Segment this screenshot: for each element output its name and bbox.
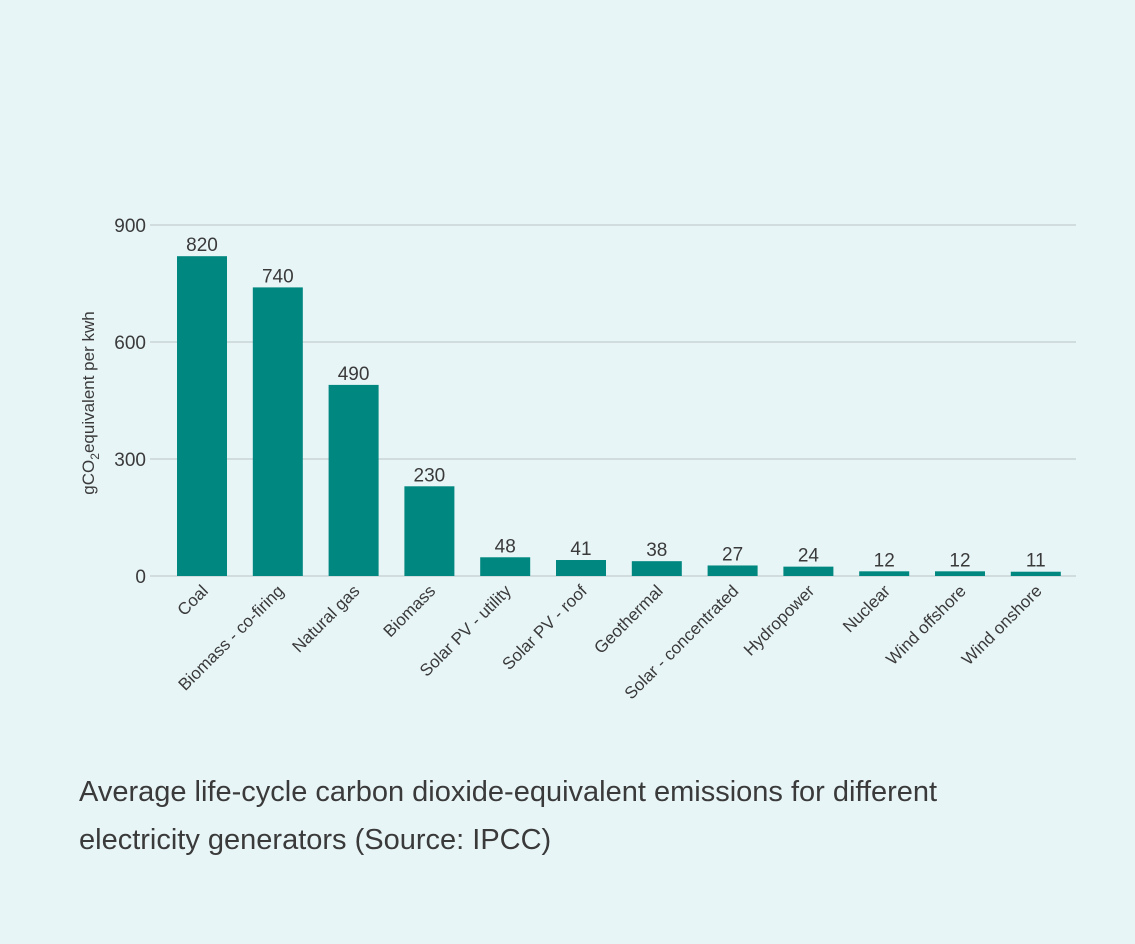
x-tick-label: Nuclear — [839, 581, 894, 636]
x-tick-label: Natural gas — [289, 581, 364, 656]
y-tick-label: 0 — [135, 567, 146, 588]
bar — [556, 560, 606, 576]
data-label: 24 — [798, 546, 820, 567]
y-tick-label: 600 — [114, 333, 146, 354]
x-tick-label: Coal — [174, 581, 212, 619]
y-tick-label: 300 — [114, 450, 146, 471]
y-axis-ticks: 0 300 600 900 — [114, 216, 146, 588]
data-label: 11 — [1026, 551, 1046, 572]
bar — [252, 287, 303, 576]
y-axis-title-prefix: gCO — [79, 460, 98, 495]
y-tick-label: 900 — [114, 216, 146, 237]
x-tick-label: Wind offshore — [882, 581, 969, 668]
bar — [1010, 571, 1061, 576]
bar — [631, 561, 682, 576]
bar — [404, 486, 455, 576]
data-label: 740 — [262, 266, 294, 287]
y-axis-title-suffix: equivalent per kwh — [79, 311, 98, 453]
data-label: 27 — [722, 544, 743, 565]
data-labels: 820 740 490 230 48 41 38 27 24 12 12 11 — [186, 235, 1046, 572]
bar — [480, 557, 531, 576]
data-label: 48 — [495, 536, 516, 557]
chart-caption: Average life-cycle carbon dioxide-equiva… — [79, 776, 938, 856]
y-axis-title-subscript: 2 — [88, 453, 102, 460]
bar — [783, 566, 834, 576]
bar — [935, 571, 985, 576]
x-tick-label: Wind onshore — [958, 581, 1046, 669]
gridlines — [150, 224, 1076, 577]
data-label: 41 — [570, 539, 591, 560]
bars — [177, 256, 1061, 576]
x-tick-label: Biomass — [380, 581, 440, 641]
bar — [328, 384, 379, 576]
data-label: 12 — [874, 550, 895, 571]
bar — [707, 565, 758, 576]
data-label: 38 — [646, 540, 667, 561]
x-tick-label: Geothermal — [590, 581, 666, 657]
bar — [177, 256, 227, 576]
data-label: 12 — [949, 550, 970, 571]
bar — [859, 571, 910, 576]
data-label: 490 — [338, 364, 370, 385]
x-tick-label: Hydropower — [740, 581, 818, 659]
y-axis-title: gCO2equivalent per kwh — [79, 311, 102, 494]
data-label: 230 — [414, 465, 446, 486]
data-label: 820 — [186, 235, 218, 256]
